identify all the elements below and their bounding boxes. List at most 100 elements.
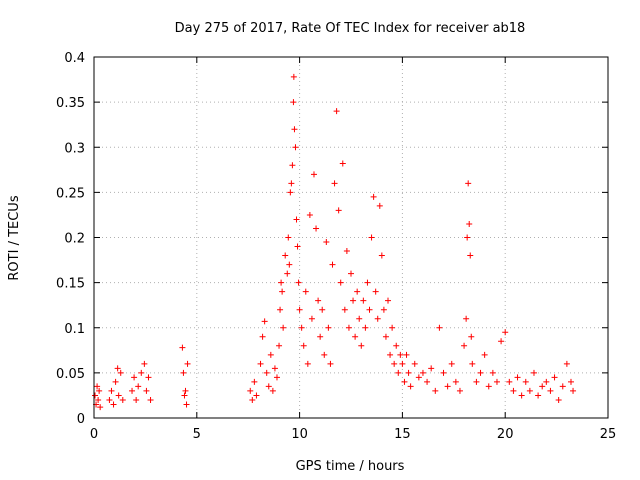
data-point <box>251 378 258 385</box>
y-tick-label: 0.4 <box>64 51 85 66</box>
data-point <box>293 216 300 223</box>
data-point <box>376 202 383 209</box>
x-tick-label: 5 <box>193 427 201 442</box>
data-point <box>323 239 330 246</box>
data-point <box>467 252 474 259</box>
data-point <box>145 374 152 381</box>
data-point <box>333 108 340 115</box>
data-point <box>288 180 295 187</box>
y-tick-label: 0.2 <box>64 232 85 247</box>
data-point <box>257 360 264 367</box>
data-point <box>325 324 332 331</box>
data-point <box>273 374 280 381</box>
data-point <box>110 401 117 408</box>
data-point <box>354 288 361 295</box>
y-tick-label: 0.35 <box>56 96 85 111</box>
y-tick-label: 0.1 <box>64 322 85 337</box>
data-point <box>280 324 287 331</box>
data-point <box>313 225 320 232</box>
data-point <box>292 144 299 151</box>
data-point <box>436 324 443 331</box>
data-point <box>317 333 324 340</box>
data-point <box>310 171 317 178</box>
data-point <box>300 342 307 349</box>
data-point <box>184 360 191 367</box>
data-point <box>290 73 297 80</box>
data-point <box>395 369 402 376</box>
data-point <box>364 279 371 286</box>
data-point <box>469 360 476 367</box>
data-point <box>341 306 348 313</box>
data-point <box>518 392 525 399</box>
data-point <box>407 383 414 390</box>
data-point <box>319 306 326 313</box>
data-point <box>117 369 124 376</box>
data-point <box>147 396 154 403</box>
data-point <box>278 279 285 286</box>
data-point <box>526 387 533 394</box>
data-point <box>350 297 357 304</box>
data-point <box>380 306 387 313</box>
data-point <box>179 344 186 351</box>
data-point <box>247 387 254 394</box>
data-point <box>463 315 470 322</box>
data-point <box>461 342 468 349</box>
data-point <box>267 351 274 358</box>
data-point <box>335 207 342 214</box>
data-point <box>493 378 500 385</box>
data-point <box>477 369 484 376</box>
chart-title: Day 275 of 2017, Rate Of TEC Index for r… <box>175 21 526 36</box>
data-point <box>502 329 509 336</box>
y-axis-label: ROTI / TECUs <box>7 195 22 280</box>
data-point <box>372 288 379 295</box>
data-point <box>261 318 268 325</box>
data-point <box>286 261 293 268</box>
data-point <box>485 383 492 390</box>
data-point <box>551 374 558 381</box>
data-point <box>399 360 406 367</box>
data-point <box>362 324 369 331</box>
data-point <box>343 248 350 255</box>
data-point <box>464 234 471 241</box>
data-point <box>302 288 309 295</box>
data-point <box>456 387 463 394</box>
data-point <box>428 365 435 372</box>
data-point <box>253 392 260 399</box>
data-point <box>563 360 570 367</box>
data-point <box>415 374 422 381</box>
data-point <box>366 306 373 313</box>
x-tick-label: 20 <box>497 427 514 442</box>
data-point <box>510 387 517 394</box>
data-point <box>277 306 284 313</box>
data-point <box>559 383 566 390</box>
data-point <box>401 378 408 385</box>
y-tick-label: 0.3 <box>64 141 85 156</box>
data-point <box>440 369 447 376</box>
data-point <box>337 279 344 286</box>
data-point <box>539 383 546 390</box>
data-point <box>271 365 278 372</box>
data-point <box>378 252 385 259</box>
data-point <box>294 243 301 250</box>
data-point <box>285 234 292 241</box>
data-point <box>382 333 389 340</box>
data-point <box>287 189 294 196</box>
data-point <box>143 387 150 394</box>
data-point <box>570 387 577 394</box>
data-point <box>115 392 122 399</box>
data-point <box>133 396 140 403</box>
data-point <box>276 342 283 349</box>
y-tick-label: 0.25 <box>56 186 85 201</box>
data-point <box>489 369 496 376</box>
data-point <box>298 324 305 331</box>
data-point <box>530 369 537 376</box>
data-point <box>327 360 334 367</box>
data-point <box>452 378 459 385</box>
x-tick-label: 0 <box>90 427 98 442</box>
data-point <box>498 338 505 345</box>
data-point <box>181 392 188 399</box>
data-point <box>182 387 189 394</box>
x-axis-label: GPS time / hours <box>296 459 405 474</box>
data-point <box>506 378 513 385</box>
